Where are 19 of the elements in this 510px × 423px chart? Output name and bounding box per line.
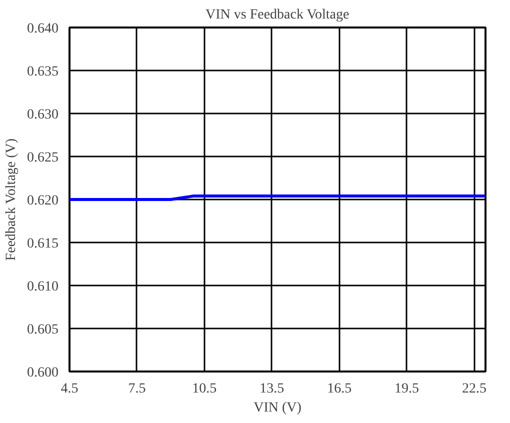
y-tick-label: 0.625	[27, 150, 58, 166]
y-tick-label: 0.605	[27, 322, 58, 338]
y-tick-label: 0.610	[27, 280, 58, 294]
x-tick-label: 16.5	[327, 382, 352, 396]
x-tick-label: 22.5	[462, 382, 487, 396]
y-tick-label: 0.600	[27, 366, 58, 380]
y-tick-label: 0.640	[27, 22, 58, 36]
y-tick-label: 0.635	[27, 64, 58, 80]
x-tick-label: 10.5	[192, 382, 217, 396]
y-tick-label: 0.615	[27, 236, 58, 252]
chart-title: VIN vs Feedback Voltage	[206, 8, 350, 22]
x-tick-label: 7.5	[128, 382, 146, 396]
x-tick-label: 4.5	[60, 382, 78, 396]
y-tick-label: 0.620	[27, 194, 58, 208]
x-tick-label: 19.5	[394, 382, 420, 396]
x-axis-title: VIN (V)	[254, 400, 302, 416]
y-tick-label: 0.630	[27, 108, 58, 122]
x-tick-label: 13.5	[260, 382, 284, 396]
y-axis-title: Feedback Voltage (V)	[4, 138, 19, 261]
